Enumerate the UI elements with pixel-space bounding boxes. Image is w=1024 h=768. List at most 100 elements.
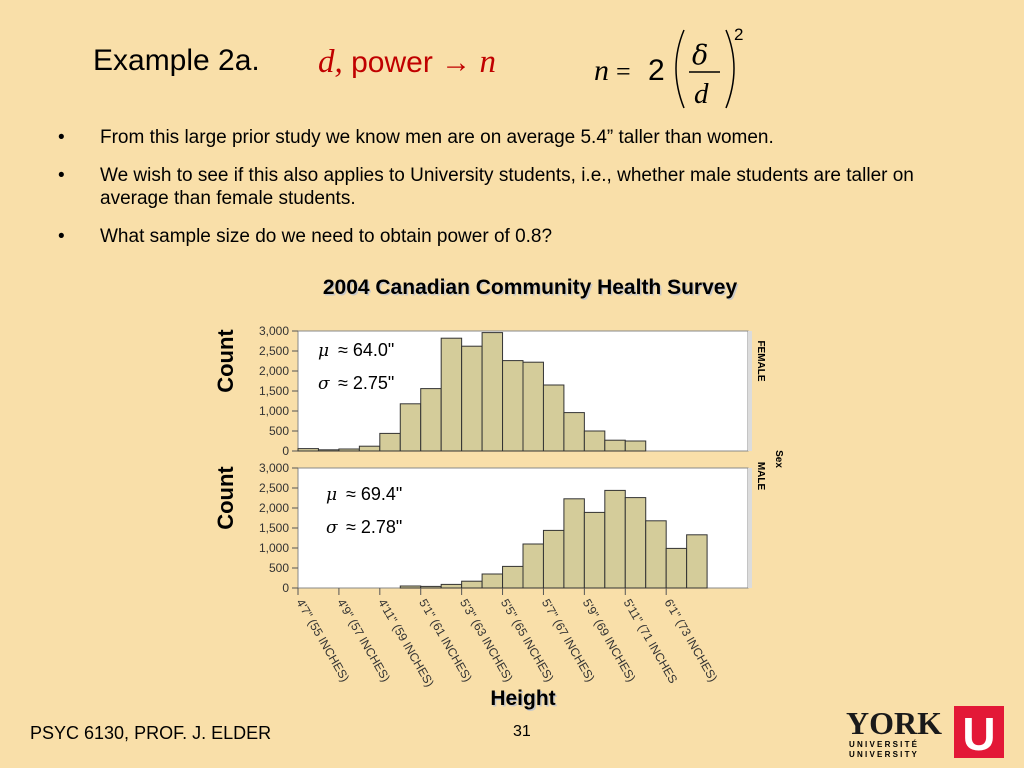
y-tick-label: 2,000 bbox=[259, 364, 289, 378]
y-tick-label: 500 bbox=[269, 561, 289, 575]
x-axis-label-shadow: Height bbox=[492, 689, 557, 712]
y-tick-label: 2,000 bbox=[259, 501, 289, 515]
bullet-item: • We wish to see if this also applies to… bbox=[58, 164, 968, 210]
panel-male: 3,000 2,500 2,000 1,500 1,000 500 0 μ ≈ 69.4" σ ≈ … bbox=[259, 461, 766, 595]
footer-course: PSYC 6130, PROF. J. ELDER bbox=[30, 723, 272, 743]
histogram-bar bbox=[317, 449, 340, 452]
sd-value: ≈ 2.78" bbox=[346, 517, 402, 537]
title-math: d, power → n bbox=[318, 44, 496, 81]
histogram-bar bbox=[399, 585, 422, 589]
histogram-bar bbox=[358, 445, 381, 452]
y-axis-label-male: Count bbox=[213, 466, 238, 530]
formula-left-paren bbox=[675, 29, 685, 109]
mean-value: ≈ 64.0" bbox=[338, 340, 394, 360]
bullet-marker: • bbox=[58, 127, 65, 148]
histogram-bar bbox=[542, 384, 565, 452]
histogram-bar bbox=[420, 585, 442, 589]
legend-title-sex: Sex bbox=[773, 450, 784, 468]
histogram-bar bbox=[379, 432, 401, 452]
y-tick-label: 3,000 bbox=[259, 461, 289, 475]
bullet-text: What sample size do we need to obtain po… bbox=[100, 226, 553, 247]
formula-equals: = bbox=[616, 57, 631, 86]
mean-symbol: μ bbox=[326, 485, 337, 505]
chart-title: 2004 Canadian Community Health Survey bbox=[323, 276, 738, 299]
histogram-bar bbox=[604, 489, 626, 589]
x-axis-label: Height bbox=[490, 687, 555, 710]
y-tick-label: 0 bbox=[282, 444, 289, 458]
logo-line-francais: U N I V E R S I T É bbox=[849, 740, 918, 749]
histogram-bar bbox=[624, 440, 647, 452]
histogram-bar bbox=[665, 547, 688, 589]
logo-mark-box bbox=[954, 706, 1004, 758]
sd-value: ≈ 2.75" bbox=[338, 373, 394, 393]
histogram-bar bbox=[542, 529, 565, 589]
chart-panels: 3,000 2,500 2,000 1,500 1,000 500 0 μ ≈ 64.0" σ ≈ … bbox=[259, 324, 766, 595]
bullet-list: • From this large prior study we know me… bbox=[58, 126, 968, 263]
y-tick-label: 1,000 bbox=[259, 404, 289, 418]
formula-right-paren bbox=[725, 29, 735, 109]
panel-strip bbox=[748, 468, 752, 588]
y-tick-label: 0 bbox=[282, 581, 289, 595]
histogram-bar bbox=[624, 497, 647, 589]
mean-symbol: μ bbox=[318, 341, 329, 361]
y-axis-label-female: Count bbox=[213, 329, 238, 393]
histogram-bar bbox=[338, 448, 360, 452]
title-math-n: n bbox=[479, 44, 497, 80]
histogram-bar bbox=[420, 388, 442, 452]
histogram-bar bbox=[461, 345, 483, 452]
sd-symbol: σ bbox=[318, 374, 330, 394]
histogram-bar bbox=[563, 412, 585, 452]
title-math-arrow: → bbox=[441, 46, 472, 79]
histogram-bar bbox=[481, 332, 504, 452]
title-math-d: d, bbox=[318, 44, 343, 80]
histogram-bar bbox=[297, 448, 319, 452]
y-tick-label: 1,000 bbox=[259, 541, 289, 555]
page-number: 31 bbox=[513, 723, 531, 740]
panel-female: 3,000 2,500 2,000 1,500 1,000 500 0 μ ≈ 64.0" σ ≈ … bbox=[259, 324, 766, 458]
bullet-text: From this large prior study we know men … bbox=[100, 127, 774, 148]
formula-n: n bbox=[594, 54, 609, 87]
slide-title: Example 2a. bbox=[93, 44, 260, 77]
histogram-bar bbox=[522, 361, 544, 452]
histogram-bar bbox=[461, 580, 483, 589]
series-label-male: MALE bbox=[755, 462, 766, 491]
histogram-bar bbox=[522, 543, 544, 589]
bullet-text: We wish to see if this also applies to U… bbox=[100, 165, 914, 209]
histogram-bar bbox=[502, 360, 524, 452]
histogram-bar bbox=[604, 439, 626, 452]
y-tick-label: 2,500 bbox=[259, 344, 289, 358]
logo-line-english: U N I V E R S I T Y bbox=[849, 750, 918, 759]
histogram-bar bbox=[563, 498, 585, 589]
histogram-bar bbox=[481, 573, 504, 589]
histogram-bar bbox=[583, 430, 606, 452]
y-tick-label: 1,500 bbox=[259, 521, 289, 535]
histogram-bar bbox=[645, 520, 667, 589]
histogram-bar bbox=[583, 511, 606, 589]
chart-title-shadow: 2004 Canadian Community Health Survey bbox=[324, 278, 739, 301]
bullet-item: • What sample size do we need to obtain … bbox=[58, 225, 968, 248]
y-tick-label: 1,500 bbox=[259, 384, 289, 398]
bullet-item: • From this large prior study we know me… bbox=[58, 126, 968, 149]
y-tick-label: 2,500 bbox=[259, 481, 289, 495]
york-university-logo: YORK U N I V E R S I T É U N I V E R S I… bbox=[846, 705, 1004, 760]
y-tick-label: 500 bbox=[269, 424, 289, 438]
title-math-power: power bbox=[351, 46, 433, 79]
y-tick-label: 3,000 bbox=[259, 324, 289, 338]
logo-york-text: YORK bbox=[846, 705, 942, 741]
bullet-marker: • bbox=[58, 165, 65, 186]
histogram-bar bbox=[502, 565, 524, 589]
mean-value: ≈ 69.4" bbox=[346, 484, 402, 504]
sd-symbol: σ bbox=[326, 518, 338, 538]
formula-denominator: d bbox=[694, 78, 709, 110]
histogram-bar bbox=[440, 337, 463, 452]
height-histogram-chart: 2004 Canadian Community Health Survey 20… bbox=[213, 276, 784, 712]
x-axis-ticks: 4'7" (55 INCHES)4'9" (57 INCHES)4'11" (5… bbox=[293, 588, 720, 689]
formula-numerator: δ bbox=[692, 40, 708, 71]
formula-two: 2 bbox=[648, 54, 665, 87]
series-label-female: FEMALE bbox=[755, 340, 766, 381]
bullet-marker: • bbox=[58, 226, 65, 247]
sample-size-formula: n = 2 δ d 2 bbox=[594, 25, 743, 110]
histogram-bar bbox=[440, 583, 463, 589]
formula-exponent: 2 bbox=[734, 25, 743, 44]
logo-mark-u: U bbox=[962, 708, 995, 760]
